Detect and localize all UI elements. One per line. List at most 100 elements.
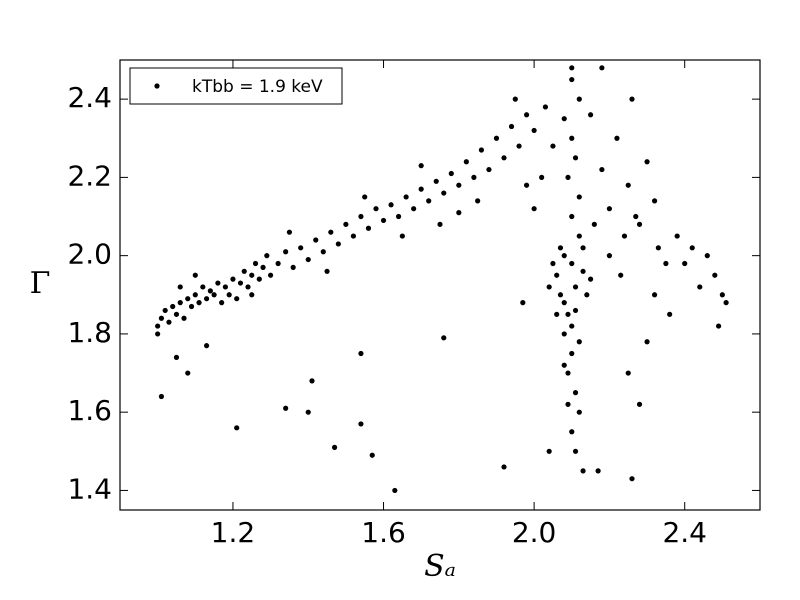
scatter-point — [629, 476, 635, 482]
scatter-point — [565, 401, 571, 407]
scatter-point — [531, 127, 537, 134]
scatter-point — [324, 268, 330, 274]
scatter-point — [546, 284, 552, 290]
scatter-point — [493, 135, 500, 141]
scatter-point — [561, 331, 567, 337]
scatter-point — [395, 213, 402, 220]
scatter-point — [207, 288, 213, 294]
scatter-point — [275, 260, 281, 267]
scatter-point — [155, 331, 161, 337]
x-tick-label: 2.4 — [662, 516, 707, 549]
scatter-point — [569, 213, 575, 220]
scatter-point — [561, 253, 567, 259]
scatter-point — [655, 245, 661, 251]
scatter-point — [358, 350, 364, 357]
scatter-point — [636, 221, 643, 227]
scatter-point — [569, 260, 575, 267]
scatter-point — [471, 174, 477, 180]
scatter-point — [569, 135, 575, 141]
scatter-point — [501, 464, 507, 470]
y-tick-label: 2.2 — [67, 159, 112, 192]
y-tick-label: 2.4 — [67, 81, 112, 114]
scatter-point — [591, 221, 597, 227]
scatter-point — [644, 159, 650, 165]
scatter-point — [403, 194, 409, 200]
scatter-point — [283, 249, 289, 255]
scatter-point — [234, 425, 240, 431]
scatter-point — [621, 233, 628, 239]
scatter-point — [697, 284, 703, 290]
scatter-point — [219, 300, 225, 306]
scatter-point — [298, 245, 304, 251]
scatter-point — [576, 409, 582, 415]
legend-label: kTbb = 1.9 keV — [192, 77, 323, 97]
scatter-point — [572, 284, 579, 290]
scatter-point — [358, 213, 364, 220]
scatter-point — [320, 249, 326, 255]
scatter-point — [203, 296, 210, 302]
scatter-point — [170, 303, 176, 310]
scatter-point — [475, 198, 481, 204]
scatter-point — [185, 296, 191, 302]
scatter-point — [606, 206, 613, 212]
scatter-point — [267, 272, 274, 278]
scatter-point — [245, 284, 251, 290]
scatter-point — [625, 370, 631, 376]
scatter-point — [441, 190, 447, 196]
scatter-point — [226, 292, 232, 298]
scatter-point — [343, 221, 349, 227]
x-tick-label: 1.6 — [361, 516, 406, 549]
scatter-point — [252, 260, 259, 267]
scatter-point — [523, 112, 530, 118]
scatter-point — [433, 178, 439, 184]
scatter-point — [516, 143, 522, 149]
scatter-point — [241, 268, 247, 274]
scatter-point — [463, 159, 469, 165]
scatter-point — [437, 221, 443, 227]
plot-frame — [119, 59, 761, 511]
scatter-point — [580, 245, 586, 251]
scatter-point — [625, 182, 631, 188]
scatter-point — [177, 300, 183, 306]
scatter-point — [328, 229, 334, 235]
scatter-point — [550, 260, 556, 267]
scatter-point — [192, 272, 198, 278]
scatter-point — [501, 155, 507, 161]
scatter-point — [305, 256, 311, 263]
scatter-point — [531, 206, 537, 212]
scatter-point — [561, 116, 567, 122]
scatter-point — [369, 452, 375, 458]
scatter-point — [373, 206, 379, 212]
scatter-point — [633, 213, 639, 220]
scatter-point — [456, 182, 462, 188]
scatter-point — [188, 303, 195, 310]
scatter-point — [365, 225, 372, 231]
scatter-point — [448, 170, 454, 177]
legend-box — [129, 67, 343, 105]
scatter-point — [689, 245, 695, 251]
scatter-point — [362, 194, 368, 200]
y-tick-label: 1.8 — [67, 316, 112, 349]
scatter-point — [388, 202, 394, 208]
scatter-point — [614, 135, 620, 141]
scatter-point — [580, 268, 586, 274]
scatter-point — [230, 276, 236, 282]
scatter-point — [599, 65, 605, 71]
scatter-point — [264, 253, 270, 259]
scatter-point — [723, 300, 729, 306]
scatter-point — [512, 96, 518, 102]
scatter-point — [234, 296, 240, 302]
scatter-point — [712, 272, 718, 278]
scatter-point — [606, 253, 613, 259]
scatter-point — [572, 448, 579, 454]
scatter-point — [644, 339, 650, 345]
scatter-point — [565, 370, 571, 376]
scatter-point — [418, 163, 424, 169]
scatter-point — [456, 210, 462, 216]
scatter-point — [290, 264, 296, 270]
scatter-point — [181, 315, 187, 321]
scatter-point — [557, 292, 564, 298]
scatter-point — [550, 143, 556, 149]
scatter-point — [426, 198, 432, 204]
